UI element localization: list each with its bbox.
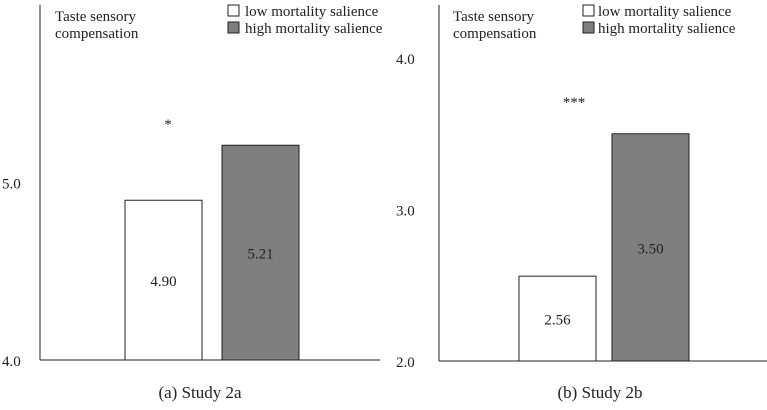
bar-value-label: 5.21 xyxy=(247,247,273,263)
y-axis-label: Taste sensory xyxy=(55,9,137,25)
y-tick-label: 4.0 xyxy=(396,52,415,68)
bar-value-label: 4.90 xyxy=(150,274,176,290)
bar xyxy=(221,144,300,361)
legend-label: low mortality salience xyxy=(598,4,732,20)
panel-title: (a) Study 2a xyxy=(158,383,242,402)
bar xyxy=(124,199,203,361)
y-axis-label: compensation xyxy=(55,26,139,42)
y-tick-label: 3.0 xyxy=(396,204,415,220)
significance-marker: *** xyxy=(563,95,586,111)
significance-marker: * xyxy=(164,117,172,133)
legend-label: high mortality salience xyxy=(598,21,736,37)
y-tick-label: 4.0 xyxy=(2,354,21,370)
legend-swatch xyxy=(582,4,595,17)
bar-value-label: 2.56 xyxy=(544,313,571,329)
legend-swatch xyxy=(582,21,595,34)
legend-swatch xyxy=(227,21,240,34)
bar xyxy=(518,275,597,362)
y-tick-label: 2.0 xyxy=(396,355,415,371)
y-axis-label: compensation xyxy=(453,26,537,42)
legend-label: high mortality salience xyxy=(245,21,383,37)
legend-label: low mortality salience xyxy=(245,4,379,20)
legend-swatch xyxy=(227,4,240,17)
y-tick-label: 5.0 xyxy=(2,177,21,193)
bar xyxy=(611,133,690,362)
panel-title: (b) Study 2b xyxy=(558,383,643,402)
bar-value-label: 3.50 xyxy=(637,241,663,257)
y-axis-label: Taste sensory xyxy=(453,9,535,25)
